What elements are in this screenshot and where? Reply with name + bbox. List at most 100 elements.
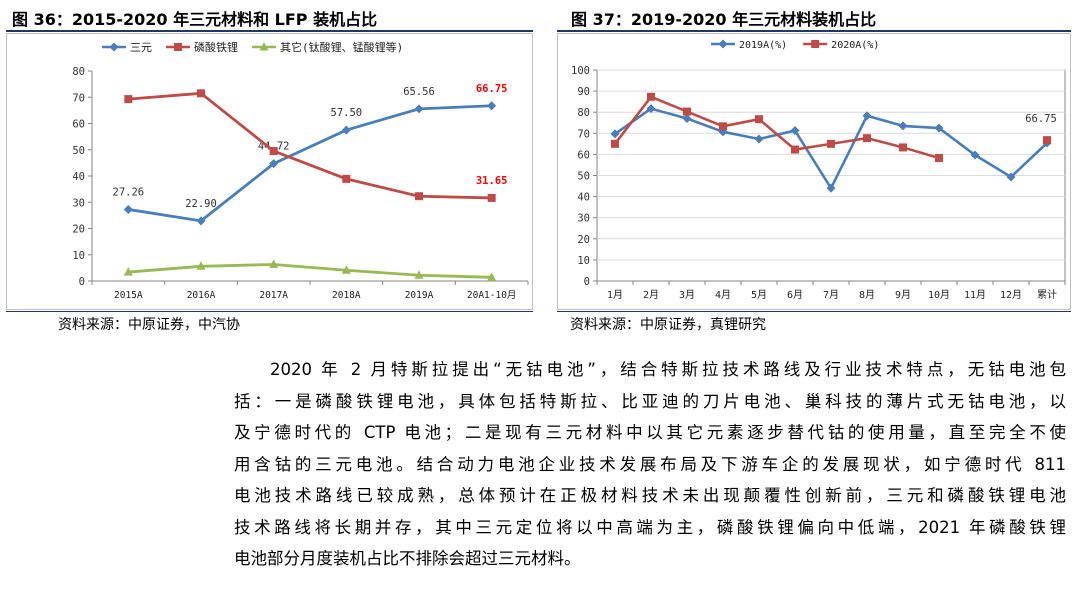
data-point bbox=[610, 129, 620, 139]
data-point bbox=[755, 115, 763, 124]
legend-marker bbox=[259, 42, 269, 51]
legend-label: 磷酸铁锂 bbox=[194, 40, 238, 54]
legend-marker bbox=[811, 40, 820, 48]
data-point bbox=[197, 89, 205, 98]
legend-marker bbox=[109, 42, 119, 52]
y-tick-label: 10 bbox=[72, 250, 85, 262]
chart-frame bbox=[6, 33, 533, 310]
x-tick-label: 7月 bbox=[823, 289, 839, 301]
body-paragraph: 2020 年 2 月特斯拉提出“无钴电池”，结合特斯拉技术路线及行业技术特点，无… bbox=[234, 354, 1066, 575]
data-point bbox=[719, 122, 727, 131]
legend-label: 三元 bbox=[130, 41, 152, 54]
data-point bbox=[487, 101, 497, 111]
data-label: 31.65 bbox=[476, 175, 508, 187]
data-point bbox=[863, 134, 871, 143]
data-point bbox=[414, 270, 424, 279]
legend-marker bbox=[174, 43, 182, 51]
y-tick-label: 80 bbox=[72, 66, 85, 78]
data-point bbox=[647, 92, 655, 101]
data-point bbox=[899, 143, 907, 152]
data-point bbox=[269, 259, 279, 268]
y-tick-label: 10 bbox=[577, 255, 590, 267]
y-tick-label: 70 bbox=[72, 92, 85, 104]
x-tick-label: 12月 bbox=[1000, 289, 1022, 301]
data-point bbox=[487, 272, 497, 281]
data-point bbox=[827, 139, 835, 148]
x-tick-label: 9月 bbox=[895, 289, 911, 301]
y-tick-label: 70 bbox=[577, 128, 590, 140]
figure-36-rule bbox=[6, 30, 533, 32]
data-point bbox=[791, 145, 799, 154]
series-line bbox=[615, 97, 1047, 158]
x-tick-label: 2月 bbox=[643, 289, 659, 301]
data-point bbox=[341, 265, 351, 274]
x-tick-label: 20A1-10月 bbox=[467, 290, 517, 301]
y-tick-label: 40 bbox=[577, 192, 590, 204]
series-line bbox=[128, 91, 492, 200]
y-tick-label: 80 bbox=[577, 107, 590, 119]
data-point bbox=[341, 125, 351, 135]
y-tick-label: 100 bbox=[571, 65, 590, 77]
y-tick-label: 30 bbox=[72, 197, 85, 209]
data-point bbox=[1043, 136, 1051, 145]
series-line bbox=[128, 104, 492, 223]
x-tick-label: 2018A bbox=[332, 290, 361, 301]
figure-36-bottom-rule bbox=[6, 311, 533, 312]
x-tick-label: 2015A bbox=[114, 290, 143, 301]
x-tick-label: 8月 bbox=[859, 289, 875, 301]
data-point bbox=[415, 192, 423, 201]
body-line: 技术路线将长期并存，其中三元定位将以中高端为主，磷酸铁锂偏向中低端，2021 年… bbox=[234, 517, 1066, 537]
data-point bbox=[826, 183, 836, 193]
legend-label: 2020A(%) bbox=[831, 40, 879, 51]
x-tick-label: 2017A bbox=[259, 290, 288, 301]
data-point bbox=[862, 111, 872, 121]
data-label: 22.90 bbox=[185, 198, 217, 210]
data-point bbox=[124, 95, 133, 104]
series-line bbox=[128, 263, 492, 279]
figure-36-title: 图 36：2015-2020 年三元材料和 LFP 装机占比 bbox=[12, 10, 378, 29]
y-tick-label: 50 bbox=[72, 145, 85, 157]
y-tick-label: 40 bbox=[72, 171, 85, 183]
figure-37-source: 资料来源：中原证券，真锂研究 bbox=[570, 317, 766, 333]
x-tick-label: 2016A bbox=[187, 290, 216, 301]
legend-label: 其它(钛酸锂、锰酸锂等) bbox=[280, 40, 403, 54]
data-point bbox=[754, 134, 764, 144]
legend-marker bbox=[718, 39, 728, 49]
data-point bbox=[269, 159, 279, 169]
data-point bbox=[123, 204, 133, 214]
figure-37-rule bbox=[557, 30, 1071, 32]
data-label: 27.26 bbox=[113, 186, 145, 198]
data-point bbox=[196, 261, 206, 270]
data-point bbox=[970, 150, 980, 160]
data-point bbox=[123, 267, 133, 276]
y-tick-label: 60 bbox=[577, 149, 590, 161]
figure-37-chart: 0 10 20 30 40 50 60 70 80 90 100 1月 2月 3月 4月 5月 6月 7月 8月 9月… bbox=[557, 33, 1071, 310]
body-line: 电池技术路线已较成熟，总体预计在正极材料技术未出现颠覆性创新前，三元和磷酸铁锂电… bbox=[234, 486, 1066, 505]
data-point bbox=[1006, 172, 1016, 182]
x-tick-label: 累计 bbox=[1037, 288, 1057, 301]
y-tick-label: 50 bbox=[577, 171, 590, 183]
figure-37-title: 图 37：2019-2020 年三元材料装机占比 bbox=[571, 10, 877, 29]
body-line: 括：一是磷酸铁锂电池，具体包括特斯拉、比亚迪的刀片电池、巢科技的薄片式无钴电池，… bbox=[234, 391, 1066, 411]
data-point bbox=[269, 147, 278, 156]
y-tick-label: 20 bbox=[577, 234, 590, 246]
x-tick-label: 4月 bbox=[715, 289, 731, 301]
data-point bbox=[790, 126, 800, 136]
data-point bbox=[487, 193, 496, 202]
body-line: 用含钴的三元电池。结合动力电池企业技术发展布局及下游车企的发展现状，如宁德时代 … bbox=[234, 454, 1066, 474]
data-label: 57.50 bbox=[331, 107, 363, 119]
x-tick-label: 6月 bbox=[787, 289, 803, 301]
x-tick-label: 1月 bbox=[607, 289, 623, 301]
data-point bbox=[196, 216, 206, 226]
data-label: 65.56 bbox=[403, 86, 435, 98]
data-point bbox=[646, 104, 656, 114]
x-tick-label: 2019A bbox=[405, 290, 434, 301]
chart-frame bbox=[557, 33, 1071, 310]
body-line: 2020 年 2 月特斯拉提出“无钴电池”，结合特斯拉技术路线及行业技术特点，无… bbox=[270, 360, 1066, 379]
x-tick-label: 11月 bbox=[964, 289, 986, 301]
series-line bbox=[614, 107, 1048, 190]
data-label: 66.75 bbox=[476, 83, 508, 95]
y-tick-label: 0 bbox=[79, 276, 85, 288]
figure-36-chart: 0 10 20 30 40 50 60 70 80 2015A 2016A 2017A 2018A 201… bbox=[6, 33, 533, 310]
y-tick-label: 0 bbox=[584, 276, 590, 288]
